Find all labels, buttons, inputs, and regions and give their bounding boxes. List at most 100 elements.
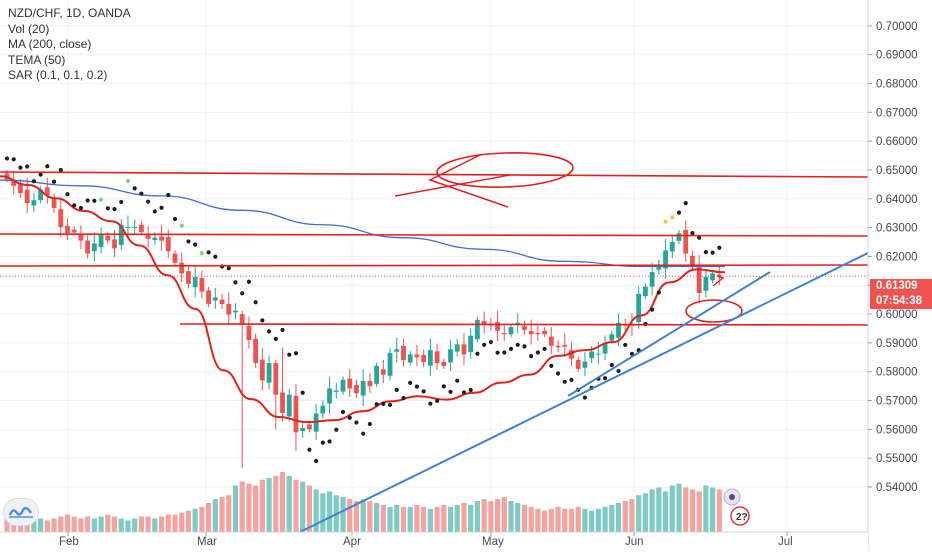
candle-body	[394, 349, 400, 352]
volume-bar	[44, 520, 50, 532]
volume-bar	[669, 485, 675, 532]
sar-dot	[609, 362, 614, 368]
volume-bar	[51, 518, 57, 532]
y-tick-label: 0.65000	[876, 165, 918, 177]
candle-body	[461, 344, 467, 355]
volume-bar	[232, 485, 239, 532]
candle-body	[589, 351, 595, 359]
y-tick-label: 0.66000	[876, 136, 918, 148]
volume-bar	[326, 491, 333, 532]
volume-bar	[118, 518, 124, 532]
volume-bar	[91, 518, 97, 532]
volume-bar	[421, 506, 427, 532]
volume-bar	[239, 481, 245, 532]
sar-dot	[387, 402, 393, 407]
sar-dot	[448, 389, 453, 394]
y-tick-label: 0.67000	[876, 107, 918, 119]
candle-body	[569, 350, 574, 359]
trendline	[299, 252, 869, 533]
candle-body	[145, 235, 151, 239]
sar-dot	[508, 346, 514, 351]
candle-body	[320, 405, 326, 414]
volume-bar	[683, 487, 689, 532]
x-tick-label: Mar	[197, 536, 217, 548]
candle-body	[710, 273, 715, 281]
volume-bar	[441, 504, 447, 532]
volume-bar	[676, 483, 682, 532]
legend-symbol[interactable]: NZD/CHF, 1D, OANDA	[8, 6, 131, 20]
volume-bar	[494, 499, 501, 532]
volume-bar	[360, 499, 366, 532]
candle-body	[582, 361, 588, 368]
candle-body	[508, 327, 514, 335]
volume-bar	[575, 506, 581, 532]
candle-body	[481, 320, 487, 325]
candle-body	[716, 274, 722, 277]
candle-body	[522, 326, 527, 330]
volume-bar	[185, 510, 192, 532]
candle-body	[152, 237, 158, 240]
sar-dot	[72, 203, 77, 208]
sar-dot	[374, 402, 379, 407]
candle-body	[380, 369, 386, 375]
volume-bar	[656, 487, 662, 532]
candle-body	[448, 349, 453, 363]
volume-bar	[629, 499, 635, 532]
tradingview-logo-icon[interactable]	[3, 498, 39, 526]
legend-sar[interactable]: SAR (0.1, 0.1, 0.2)	[8, 68, 108, 82]
sar-dot	[542, 346, 547, 351]
ma-line	[0, 179, 726, 268]
sar-dot	[663, 219, 668, 224]
sar-dot	[340, 409, 346, 415]
sar-dot	[327, 439, 332, 444]
candle-body	[132, 227, 138, 229]
sar-dot	[549, 363, 554, 368]
sar-dot	[629, 351, 635, 356]
legend-vol[interactable]: Vol (20)	[8, 21, 50, 36]
legend-tema[interactable]: TEMA (50)	[8, 52, 66, 67]
sar-dot	[266, 329, 272, 334]
candle-body	[273, 363, 279, 395]
candle-body	[11, 180, 17, 186]
y-tick-label: 0.60000	[876, 309, 918, 321]
sar-dot	[623, 342, 628, 348]
candles	[4, 169, 722, 469]
sar-dot	[159, 205, 164, 210]
volume-bar	[125, 520, 131, 532]
candle-body	[85, 240, 91, 254]
sar-dot	[434, 398, 440, 404]
volume-bar	[85, 516, 91, 532]
sar-dot	[562, 379, 567, 384]
sar-dot	[233, 280, 238, 285]
volume-bar	[602, 506, 608, 532]
volume-bar	[11, 520, 17, 532]
sar-dot	[421, 389, 426, 394]
candle-body	[703, 276, 709, 291]
volume-bar	[488, 501, 494, 532]
sar-dot	[697, 235, 702, 240]
volume-bar	[340, 497, 346, 532]
volume-bar	[158, 516, 165, 532]
volume-bar	[192, 508, 198, 532]
legend-ma[interactable]: MA (200, close)	[8, 37, 92, 51]
volume-bar	[468, 504, 474, 532]
y-tick-label: 0.68000	[876, 78, 918, 90]
candle-body	[696, 266, 702, 294]
x-tick-label: Feb	[59, 536, 79, 548]
arrow-head	[428, 154, 509, 208]
logo-glyph	[8, 506, 33, 518]
candle-body	[98, 234, 104, 247]
sar-dot	[260, 318, 265, 323]
volume-bar	[300, 481, 306, 532]
candle-body	[286, 394, 292, 417]
candle-body	[683, 229, 689, 254]
candle-body	[239, 314, 245, 325]
sar-dot	[482, 342, 487, 347]
candle-body	[501, 333, 507, 335]
volume-bar	[105, 514, 111, 532]
volume-bar	[387, 506, 393, 532]
sar-dot	[226, 266, 231, 271]
candle-body	[387, 352, 393, 376]
